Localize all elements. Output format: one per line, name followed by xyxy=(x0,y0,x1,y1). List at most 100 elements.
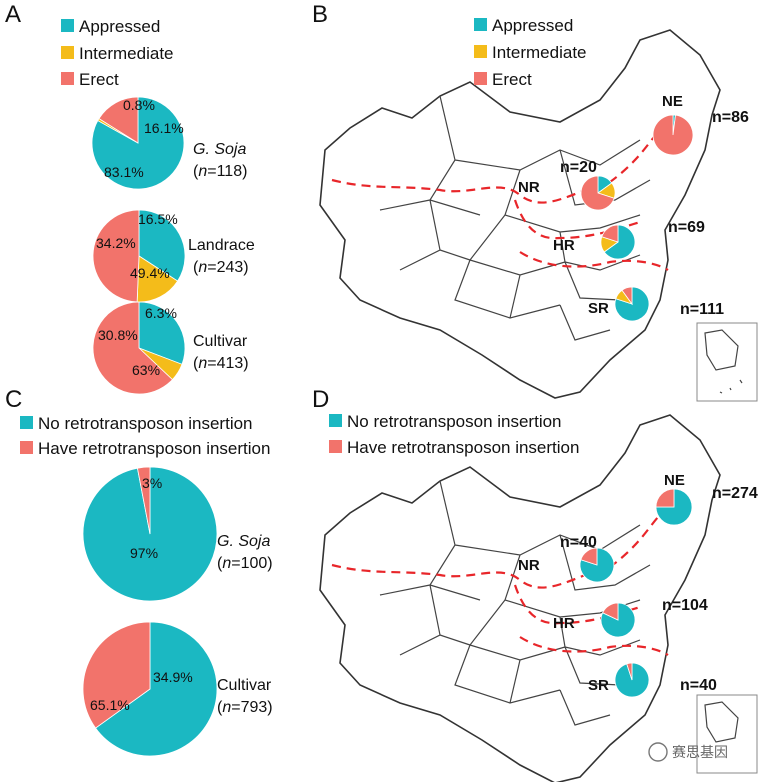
legend-b-swatch-intermediate xyxy=(474,45,487,58)
pie-a-landrace-n-value: 243 xyxy=(217,259,244,276)
legend-d-label-have: Have retrotransposon insertion xyxy=(347,438,579,457)
legend-c-swatch-have xyxy=(20,441,33,454)
map-b-label-ne: NE xyxy=(662,93,683,110)
panel-letter-c: C xyxy=(5,386,22,413)
pie-d-sr xyxy=(614,662,650,698)
pie-d-hr-slice-insertion xyxy=(602,602,619,621)
pie-a-cultivar-name: Cultivar xyxy=(193,333,248,350)
map-d-label-sr: SR xyxy=(588,677,609,694)
legend-a-swatch-intermediate xyxy=(61,46,74,59)
map-d-label-nr: NR xyxy=(518,557,540,574)
legend-a-swatch-erect xyxy=(61,72,74,85)
panel-letter-d: D xyxy=(312,386,329,413)
map-d-outline xyxy=(319,414,721,782)
pie-c-cultivar-n-value: 793 xyxy=(241,699,268,716)
map-d-n-nr: n=40 xyxy=(560,534,597,551)
pie-a-landrace-label-erect: 49.4% xyxy=(130,265,170,281)
legend-a: Appressed Intermediate Erect xyxy=(61,17,174,89)
watermark-icon xyxy=(648,742,668,762)
legend-a-label-appressed: Appressed xyxy=(79,17,160,36)
pie-a-cultivar-n-value: 413 xyxy=(217,355,244,372)
map-d-label-ne: NE xyxy=(664,472,685,489)
pie-b-nr xyxy=(580,175,616,211)
pie-a-g-soja-name: G. Soja xyxy=(193,141,246,158)
legend-b-label-erect: Erect xyxy=(492,70,532,89)
pie-a-g-soja-label-erect: 16.1% xyxy=(144,120,184,136)
pie-a-g-soja-label-appressed: 83.1% xyxy=(104,164,144,180)
legend-c: No retrotransposon insertion Have retrot… xyxy=(20,414,270,458)
pie-a-cultivar xyxy=(92,301,186,395)
pie-d-ne xyxy=(655,488,693,526)
map-d-n-ne: n=274 xyxy=(712,485,758,502)
pie-a-landrace-slice-erect xyxy=(92,209,140,303)
map-d-n-hr: n=104 xyxy=(662,597,708,614)
legend-d: No retrotransposon insertion Have retrot… xyxy=(329,412,579,457)
pie-d-nr-slice-insertion xyxy=(580,547,598,566)
map-b-inset-shape xyxy=(704,329,743,394)
legend-b-label-intermediate: Intermediate xyxy=(492,43,587,62)
pie-b-ne-slice-erect xyxy=(652,114,694,156)
map-b xyxy=(319,29,758,402)
pie-c-g-soja-label-none: 97% xyxy=(130,545,158,561)
legend-b-swatch-appressed xyxy=(474,18,487,31)
pie-b-ne xyxy=(652,114,694,156)
pie-d-ne-slice-insertion xyxy=(655,488,675,508)
pie-d-hr xyxy=(600,602,636,638)
pie-c-cultivar-n: (n=793) xyxy=(217,699,273,716)
pie-a-cultivar-slice-appressed xyxy=(138,301,186,365)
legend-a-label-intermediate: Intermediate xyxy=(79,44,174,63)
pie-b-hr-slice-appressed xyxy=(603,224,636,260)
legend-b-label-appressed: Appressed xyxy=(492,16,573,35)
panel-letter-a: A xyxy=(5,1,21,28)
legend-c-label-none: No retrotransposon insertion xyxy=(38,414,253,433)
map-d-inset xyxy=(696,694,758,774)
pie-a-landrace xyxy=(92,209,186,303)
map-d-boundary-south xyxy=(519,636,669,656)
legend-d-label-none: No retrotransposon insertion xyxy=(347,412,562,431)
pie-c-cultivar-label-have: 34.9% xyxy=(153,669,193,685)
map-d-boundary-north xyxy=(331,514,661,589)
legend-b: Appressed Intermediate Erect xyxy=(474,16,587,89)
watermark-text: 赛思基因 xyxy=(672,744,728,761)
pie-c-g-soja-slice-insertion xyxy=(136,466,151,535)
pie-a-g-soja-n-value: 118 xyxy=(217,163,243,180)
pie-c-cultivar-slice-insertion xyxy=(82,621,151,729)
legend-c-swatch-none xyxy=(20,416,33,429)
map-b-label-hr: HR xyxy=(553,237,575,254)
pie-a-cultivar-n: (n=413) xyxy=(193,355,249,372)
pie-a-landrace-n: (n=243) xyxy=(193,259,249,276)
map-b-boundary-north xyxy=(331,129,661,204)
map-b-province-lines xyxy=(379,95,651,341)
pie-c-cultivar-slice-no-insertion xyxy=(94,621,218,757)
map-b-n-ne: n=86 xyxy=(712,109,749,126)
map-b-n-hr: n=69 xyxy=(668,219,705,236)
pie-c-g-soja-n: (n=100) xyxy=(217,555,273,572)
legend-a-swatch-appressed xyxy=(61,19,74,32)
pie-c-g-soja-n-value: 100 xyxy=(241,555,268,572)
pie-a-g-soja xyxy=(91,96,185,190)
legend-a-label-erect: Erect xyxy=(79,70,119,89)
pie-a-landrace-label-appressed: 34.2% xyxy=(96,235,136,251)
pie-a-cultivar-label-appressed: 30.8% xyxy=(98,327,138,343)
pie-a-landrace-name: Landrace xyxy=(188,237,255,254)
pie-c-cultivar xyxy=(82,621,218,757)
pie-c-g-soja-label-have: 3% xyxy=(142,475,162,491)
pie-b-sr xyxy=(614,286,650,322)
pie-d-sr-slice-insertion xyxy=(626,662,633,681)
map-b-label-sr: SR xyxy=(588,300,609,317)
pie-c-cultivar-name: Cultivar xyxy=(217,677,272,694)
pie-c-cultivar-label-none: 65.1% xyxy=(90,697,130,713)
pie-a-g-soja-label-intermediate: 0.8% xyxy=(123,97,155,113)
pie-b-hr-slice-erect xyxy=(601,224,619,243)
map-b-outline xyxy=(319,29,721,399)
pie-d-nr xyxy=(579,547,615,583)
map-d xyxy=(319,414,758,782)
pie-a-cultivar-label-erect: 63% xyxy=(132,362,160,378)
panel-letter-b: B xyxy=(312,1,328,28)
pie-a-cultivar-slice-erect xyxy=(92,301,173,395)
pie-b-nr-slice-erect xyxy=(580,175,615,211)
map-b-inset xyxy=(696,322,758,402)
pie-c-g-soja xyxy=(82,466,218,602)
watermark: 赛思基因 xyxy=(648,742,728,762)
